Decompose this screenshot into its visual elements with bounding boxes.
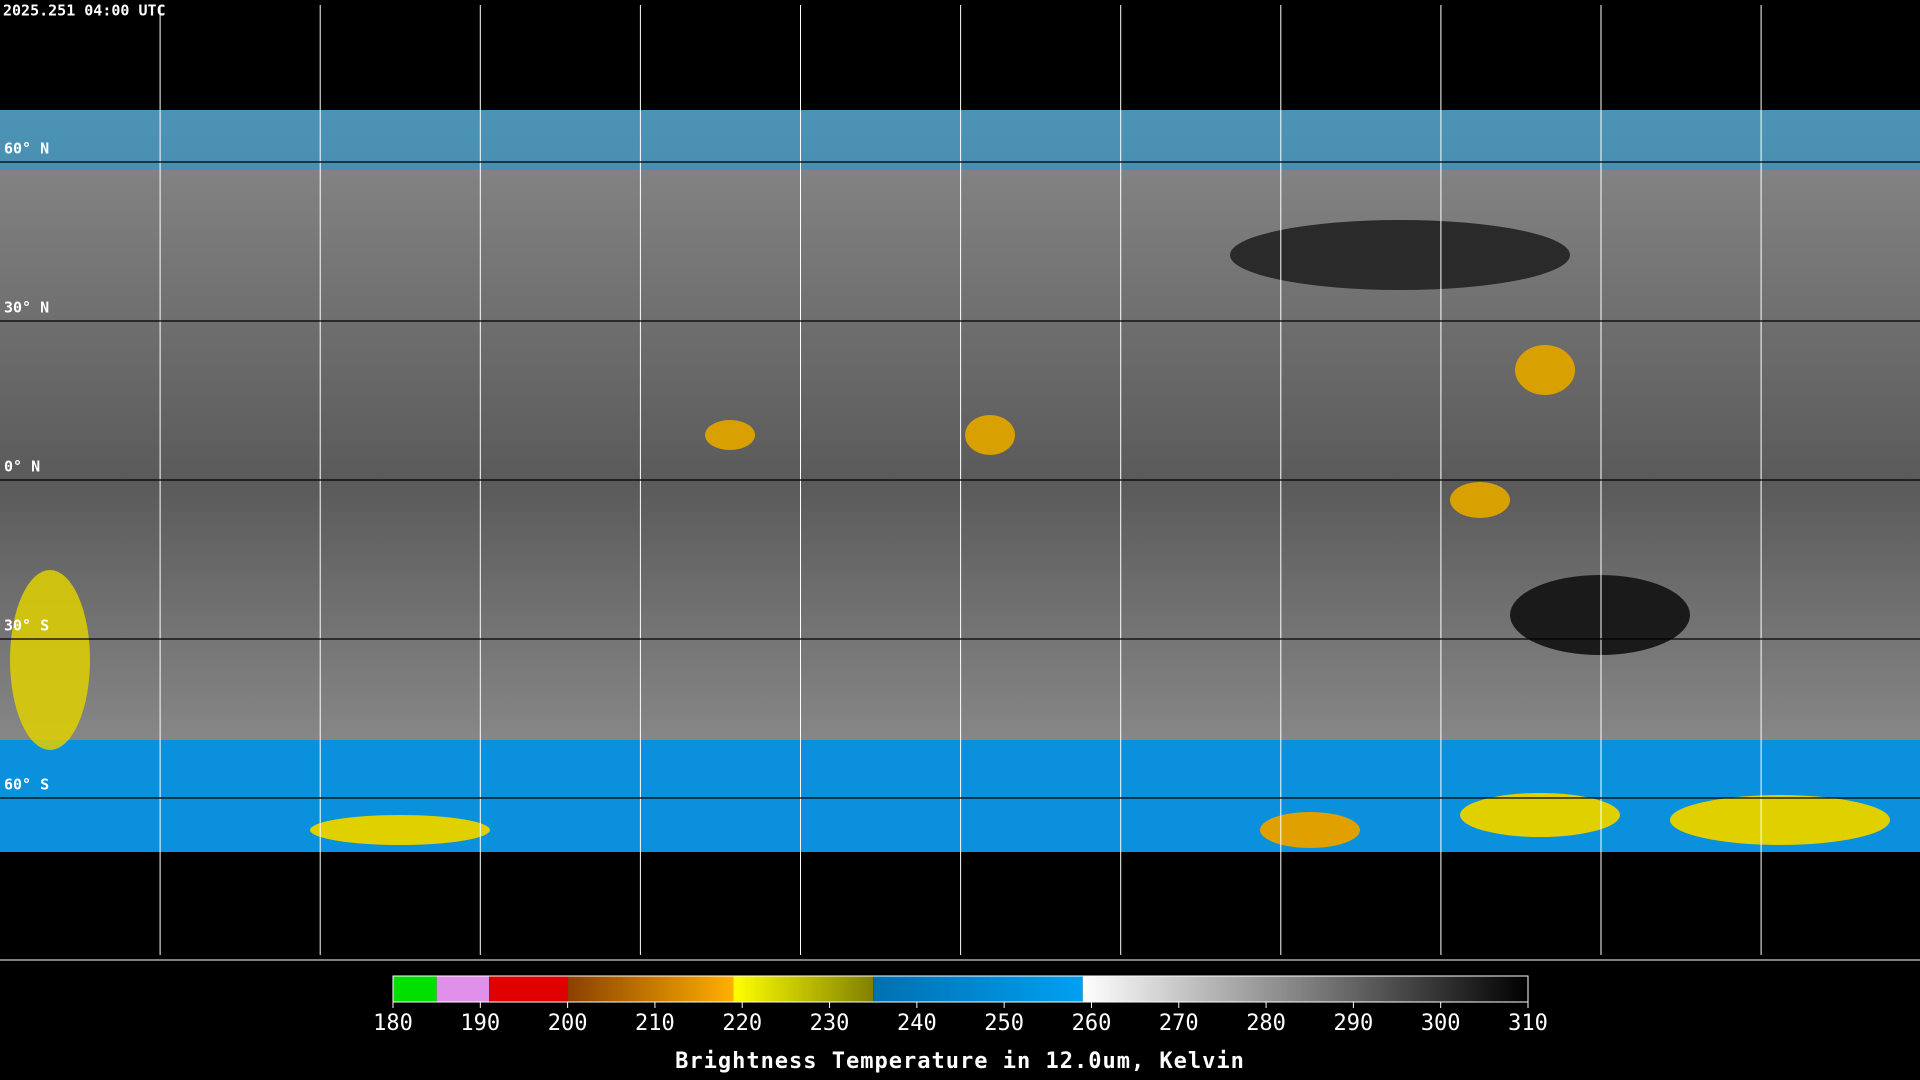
latitude-label: 0° N <box>4 458 40 476</box>
colorbar-segment <box>567 976 734 1002</box>
colorbar-tick-label: 310 <box>1508 1011 1548 1036</box>
cloud-cell <box>965 415 1015 455</box>
cloud-cell <box>1450 482 1510 518</box>
cloud-cell <box>705 420 755 450</box>
colorbar-tick-label: 210 <box>635 1011 675 1036</box>
latitude-label: 30° S <box>4 617 49 635</box>
clear-sky <box>1230 220 1570 290</box>
colorbar-tick-label: 200 <box>548 1011 588 1036</box>
colorbar-tick-label: 190 <box>460 1011 500 1036</box>
colorbar-tick-label: 300 <box>1421 1011 1461 1036</box>
colorbar-segment <box>393 976 437 1002</box>
colorbar-tick-label: 270 <box>1159 1011 1199 1036</box>
cloud-cell <box>10 570 90 750</box>
colorbar-tick-label: 280 <box>1246 1011 1286 1036</box>
no-data <box>0 0 1920 110</box>
cloud-cell <box>1515 345 1575 395</box>
colorbar-segment <box>1082 976 1528 1002</box>
timestamp: 2025.251 04:00 UTC <box>3 2 166 20</box>
colorbar-segment <box>733 976 874 1002</box>
colorbar-tick-label: 250 <box>984 1011 1024 1036</box>
colorbar-tick-label: 290 <box>1334 1011 1374 1036</box>
cloud-cell <box>1670 795 1890 845</box>
cloud-cell <box>1260 812 1360 848</box>
colorbar-tick-label: 260 <box>1072 1011 1112 1036</box>
colorbar-title: Brightness Temperature in 12.0um, Kelvin <box>675 1049 1245 1074</box>
cloud-band <box>0 740 1920 852</box>
colorbar-frame <box>392 975 1529 1003</box>
colorbar-segment <box>436 976 490 1002</box>
cloud-cell <box>310 815 490 845</box>
colorbar-tick-label: 230 <box>810 1011 850 1036</box>
no-data <box>0 852 1920 960</box>
colorbar-segment <box>873 976 1083 1002</box>
latitude-label: 60° S <box>4 776 49 794</box>
colorbar-segment <box>489 976 568 1002</box>
colorbar-tick-label: 240 <box>897 1011 937 1036</box>
colorbar-tick-label: 220 <box>722 1011 762 1036</box>
cloud-band <box>0 110 1920 170</box>
latitude-label: 60° N <box>4 140 49 158</box>
latitude-label: 30° N <box>4 299 49 317</box>
colorbar-tick-label: 180 <box>373 1011 413 1036</box>
cloud-cell <box>1460 793 1620 837</box>
clear-sky <box>1510 575 1690 655</box>
